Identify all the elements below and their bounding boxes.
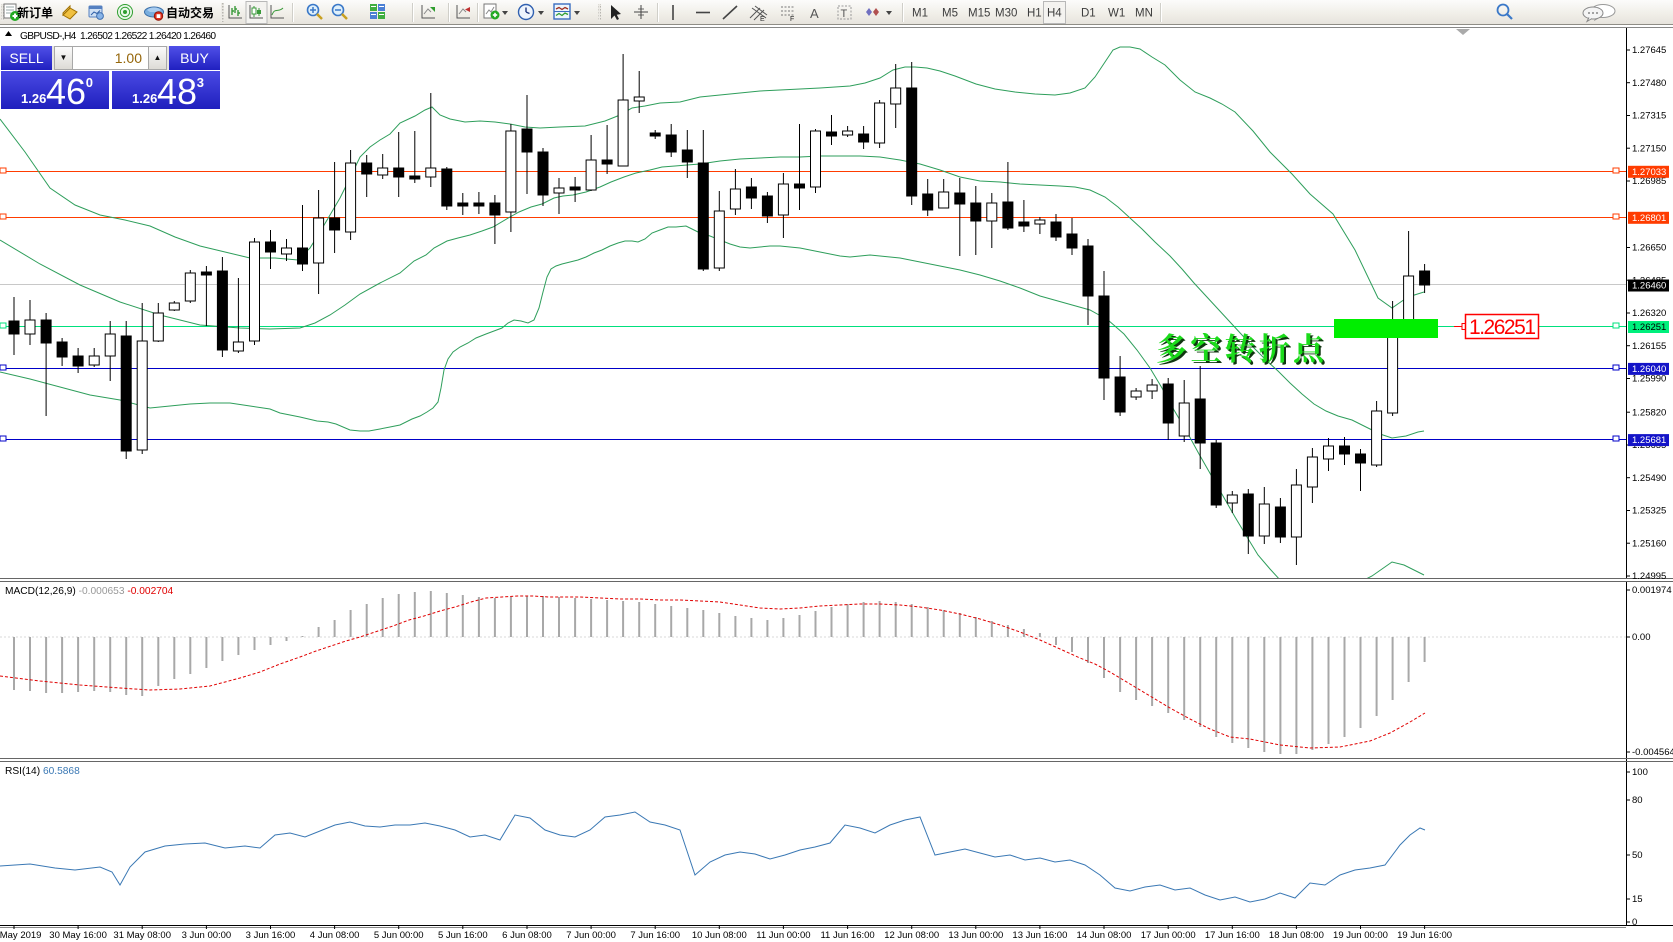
svg-text:5 Jun 16:00: 5 Jun 16:00 <box>438 930 488 941</box>
svg-text:4 Jun 08:00: 4 Jun 08:00 <box>310 930 360 941</box>
svg-text:1.25681: 1.25681 <box>1632 435 1666 446</box>
svg-text:30 May 2019: 30 May 2019 <box>0 930 41 941</box>
svg-text:RSI(14) 60.5868: RSI(14) 60.5868 <box>5 766 80 777</box>
svg-text:3 Jun 00:00: 3 Jun 00:00 <box>182 930 232 941</box>
svg-text:D1: D1 <box>1081 8 1096 20</box>
svg-text:H1: H1 <box>1027 8 1042 20</box>
svg-text:0.001974: 0.001974 <box>1632 585 1672 596</box>
svg-text:1.27480: 1.27480 <box>1632 78 1666 89</box>
svg-text:1.25325: 1.25325 <box>1632 506 1666 517</box>
svg-text:新订单: 新订单 <box>17 4 53 21</box>
svg-text:M15: M15 <box>968 8 990 20</box>
svg-text:19 Jun 16:00: 19 Jun 16:00 <box>1397 930 1452 941</box>
svg-text:80: 80 <box>1632 795 1643 806</box>
svg-text:100: 100 <box>1632 767 1648 778</box>
svg-text:1.26251: 1.26251 <box>1632 322 1666 333</box>
svg-text:11 Jun 16:00: 11 Jun 16:00 <box>820 930 874 941</box>
svg-text:6 Jun 08:00: 6 Jun 08:00 <box>502 930 552 941</box>
svg-text:19 Jun 00:00: 19 Jun 00:00 <box>1333 930 1388 941</box>
svg-text:17 Jun 00:00: 17 Jun 00:00 <box>1141 930 1196 941</box>
svg-text:5 Jun 00:00: 5 Jun 00:00 <box>374 930 424 941</box>
svg-text:1.26155: 1.26155 <box>1632 341 1666 352</box>
svg-text:1.26650: 1.26650 <box>1632 243 1666 254</box>
svg-text:E: E <box>760 16 765 23</box>
svg-text:31 May 08:00: 31 May 08:00 <box>113 930 171 941</box>
svg-text:50: 50 <box>1632 850 1643 861</box>
svg-text:1.26460: 1.26460 <box>1632 281 1666 292</box>
svg-text:-0.004564: -0.004564 <box>1632 747 1673 758</box>
svg-text:1.27033: 1.27033 <box>1632 167 1666 178</box>
svg-text:13 Jun 16:00: 13 Jun 16:00 <box>1012 930 1067 941</box>
svg-text:F: F <box>790 16 794 23</box>
svg-text:12 Jun 08:00: 12 Jun 08:00 <box>884 930 939 941</box>
svg-text:自动交易: 自动交易 <box>166 4 214 21</box>
svg-text:1.25160: 1.25160 <box>1632 538 1666 549</box>
svg-text:T: T <box>841 8 848 20</box>
svg-text:H4: H4 <box>1047 8 1062 20</box>
svg-text:1.26040: 1.26040 <box>1632 364 1666 375</box>
svg-text:17 Jun 16:00: 17 Jun 16:00 <box>1205 930 1260 941</box>
svg-text:0.00: 0.00 <box>1632 632 1651 643</box>
svg-text:7 Jun 16:00: 7 Jun 16:00 <box>630 930 680 941</box>
svg-text:1.26801: 1.26801 <box>1632 213 1666 224</box>
svg-text:1.25990: 1.25990 <box>1632 374 1666 385</box>
svg-text:多空转折点: 多空转折点 <box>1158 326 1328 371</box>
svg-text:11 Jun 00:00: 11 Jun 00:00 <box>756 930 810 941</box>
svg-text:14 Jun 08:00: 14 Jun 08:00 <box>1077 930 1132 941</box>
svg-text:GBPUSD-,H4 1.26502 1.26522 1.: GBPUSD-,H4 1.26502 1.26522 1.26420 1.264… <box>20 31 216 42</box>
svg-text:1.26320: 1.26320 <box>1632 308 1666 319</box>
svg-text:3 Jun 16:00: 3 Jun 16:00 <box>246 930 296 941</box>
svg-text:1.27315: 1.27315 <box>1632 111 1666 122</box>
svg-text:1.26251: 1.26251 <box>1469 316 1536 339</box>
svg-text:M30: M30 <box>995 8 1017 20</box>
svg-text:18 Jun 08:00: 18 Jun 08:00 <box>1269 930 1324 941</box>
svg-text:10 Jun 08:00: 10 Jun 08:00 <box>692 930 747 941</box>
svg-text:13 Jun 00:00: 13 Jun 00:00 <box>948 930 1003 941</box>
svg-text:多空转折点: 多空转折点 <box>1156 324 1326 369</box>
svg-text:7 Jun 00:00: 7 Jun 00:00 <box>566 930 616 941</box>
svg-text:15: 15 <box>1632 894 1643 905</box>
svg-text:MACD(12,26,9) -0.000653 -0.002: MACD(12,26,9) -0.000653 -0.002704 <box>5 586 174 597</box>
svg-text:1.27150: 1.27150 <box>1632 143 1666 154</box>
svg-text:1.27645: 1.27645 <box>1632 45 1666 56</box>
svg-text:M1: M1 <box>912 8 928 20</box>
svg-text:0: 0 <box>1632 917 1637 928</box>
svg-text:1.26985: 1.26985 <box>1632 176 1666 187</box>
svg-text:30 May 16:00: 30 May 16:00 <box>49 930 107 941</box>
svg-text:1.25490: 1.25490 <box>1632 473 1666 484</box>
svg-text:W1: W1 <box>1108 8 1125 20</box>
svg-text:1.24995: 1.24995 <box>1632 571 1666 582</box>
svg-text:1.25820: 1.25820 <box>1632 407 1666 418</box>
svg-text:MN: MN <box>1135 8 1153 20</box>
svg-text:M5: M5 <box>942 8 958 20</box>
svg-text:A: A <box>810 6 819 21</box>
